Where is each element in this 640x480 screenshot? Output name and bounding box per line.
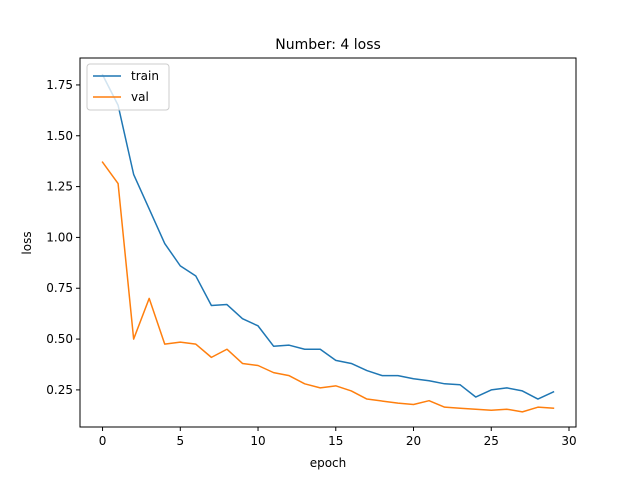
y-axis-label: loss [20,231,34,254]
y-tick-label: 0.25 [46,383,73,397]
legend: train val [86,63,170,111]
x-tick-label: 15 [328,434,343,448]
x-tick-label: 5 [176,434,184,448]
x-tick-label: 30 [561,434,576,448]
y-tick-label: 1.50 [46,129,73,143]
y-tick-label: 0.75 [46,281,73,295]
y-tick-label: 1.00 [46,230,73,244]
y-tick-label: 1.25 [46,180,73,194]
plot-area [101,73,555,413]
x-tick-label: 20 [406,434,421,448]
legend-label-train: train [131,69,159,83]
x-tick-label: 25 [484,434,499,448]
series-line-val [101,161,555,413]
series-line-train [101,73,555,400]
axes-frame [79,57,577,428]
legend-label-val: val [131,90,149,104]
chart-title: Number: 4 loss [275,37,381,53]
x-tick-label: 10 [250,434,265,448]
x-tick-label: 0 [99,434,107,448]
y-tick-label: 1.75 [46,78,73,92]
y-tick-label: 0.50 [46,332,73,346]
x-axis-label: epoch [310,456,347,470]
